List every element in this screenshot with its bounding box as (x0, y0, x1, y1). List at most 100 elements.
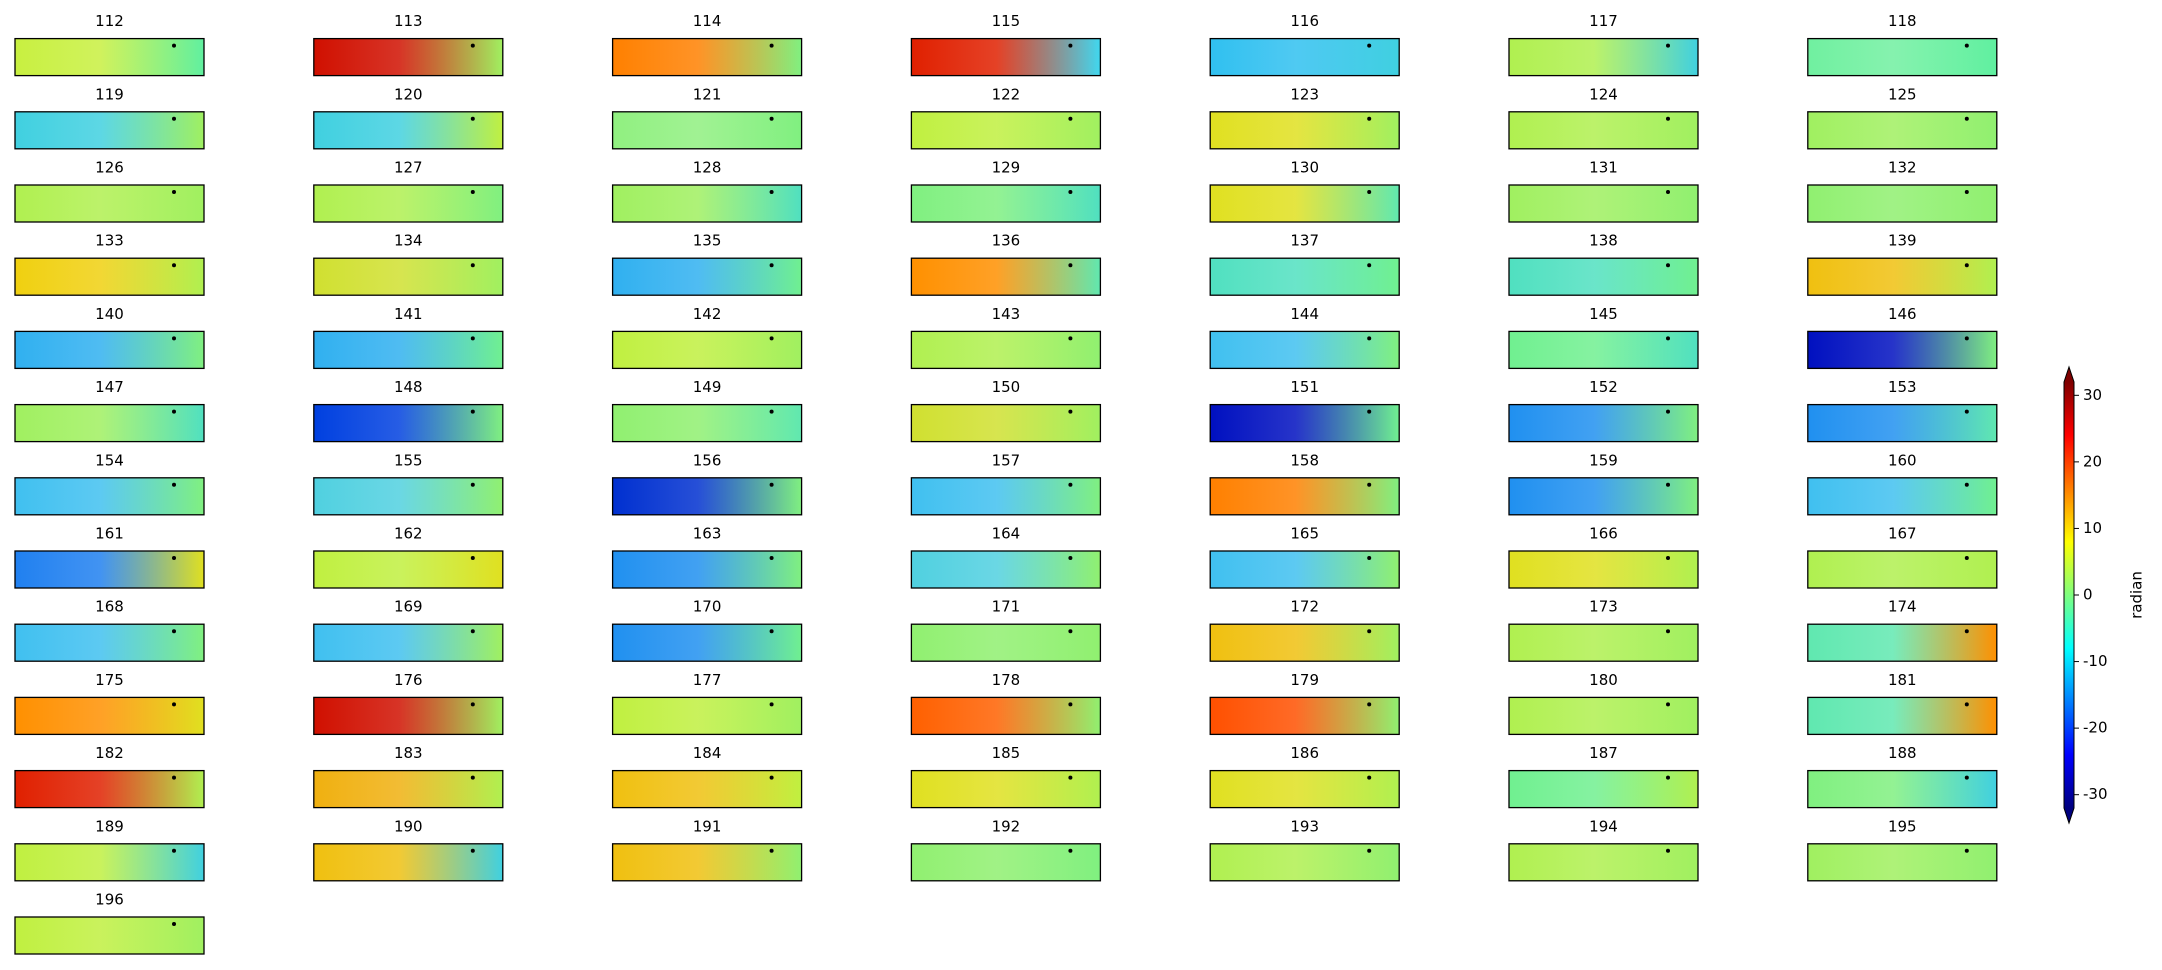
panel-image (1508, 403, 1699, 443)
reference-point (1068, 702, 1073, 707)
reference-point (769, 409, 774, 414)
panel-title: 179 (1290, 671, 1319, 689)
panel-image (1209, 550, 1400, 589)
reference-point (1964, 43, 1969, 48)
reference-point (1964, 482, 1969, 487)
panel-title: 112 (95, 12, 124, 30)
reference-point (769, 848, 774, 853)
reference-point (1068, 116, 1073, 121)
panel-title: 163 (693, 525, 722, 543)
panel-title: 121 (693, 85, 722, 103)
panel-image (910, 37, 1102, 77)
panel-image (1508, 769, 1699, 809)
colorbar-extend-top (2064, 367, 2074, 382)
panel-title: 164 (992, 525, 1021, 543)
colorbar-tick-label: -10 (2083, 652, 2108, 670)
reference-point (1964, 190, 1969, 194)
panel-image (1807, 696, 1998, 736)
panel-image (14, 696, 205, 736)
reference-point (769, 116, 774, 121)
reference-point (769, 775, 774, 780)
panel-title: 185 (992, 744, 1021, 762)
reference-point (172, 190, 176, 194)
panel-image (313, 623, 504, 662)
panel-image (910, 257, 1102, 296)
panel-title: 132 (1888, 159, 1917, 177)
panel-image (1807, 403, 1998, 443)
panel-image (1209, 403, 1400, 443)
panel-image (1508, 257, 1699, 296)
reference-point (470, 629, 475, 634)
panel-title: 129 (992, 159, 1021, 177)
panel-image (910, 111, 1102, 150)
colorbar-tick-label: 30 (2083, 386, 2102, 404)
panel-image (1209, 843, 1400, 882)
reference-point (1367, 336, 1372, 341)
colorbar-label: radian (2128, 571, 2146, 619)
panel-image (313, 37, 504, 77)
reference-point (1666, 482, 1670, 487)
reference-point (1367, 116, 1372, 121)
panel-image (1508, 477, 1699, 516)
panel-title: 141 (394, 305, 423, 323)
panel-title: 187 (1589, 744, 1618, 762)
colorbar-tick-label: -20 (2083, 719, 2108, 737)
panel-image (1209, 184, 1400, 223)
panel-title: 152 (1589, 378, 1618, 396)
panel-image (313, 769, 504, 809)
panel-image (14, 330, 205, 370)
reference-point (172, 409, 176, 414)
panel-image (1508, 330, 1699, 370)
panel-image (313, 403, 504, 443)
panel-title: 131 (1589, 159, 1618, 177)
panel-image (611, 843, 803, 882)
panel-image (1807, 184, 1998, 223)
reference-point (1666, 43, 1670, 48)
colorbar-extend-bottom (2064, 808, 2074, 823)
reference-point (769, 556, 774, 560)
panel-title: 195 (1888, 817, 1917, 835)
panel-title: 196 (95, 891, 124, 909)
panel-image (14, 843, 205, 882)
colorbar-tick-label: 10 (2083, 519, 2102, 537)
panel-title: 114 (693, 12, 722, 30)
panel-title: 146 (1888, 305, 1917, 323)
panel-image (910, 477, 1102, 516)
panel-image (910, 769, 1102, 809)
panel-title: 155 (394, 451, 423, 469)
reference-point (1367, 702, 1372, 707)
panel-title: 135 (693, 232, 722, 250)
panel-title: 194 (1589, 817, 1618, 835)
reference-point (470, 702, 475, 707)
reference-point (1964, 336, 1969, 341)
panel-image (1209, 37, 1400, 77)
panel-title: 175 (95, 671, 124, 689)
panel-image (1209, 257, 1400, 296)
reference-point (1666, 629, 1670, 634)
panel-image (1807, 330, 1998, 370)
panel-title: 191 (693, 817, 722, 835)
reference-point (1068, 43, 1073, 48)
panel-title: 154 (95, 451, 124, 469)
panel-title: 117 (1589, 12, 1618, 30)
panel-title: 139 (1888, 232, 1917, 250)
reference-point (470, 848, 475, 853)
reference-point (470, 336, 475, 341)
reference-point (1068, 629, 1073, 634)
reference-point (1068, 336, 1073, 341)
colorbar-tick-label: 20 (2083, 452, 2102, 470)
reference-point (1964, 556, 1969, 560)
reference-point (769, 190, 774, 194)
panel-image (14, 184, 205, 223)
colorbar (2064, 382, 2074, 808)
panel-image (313, 477, 504, 516)
reference-point (1367, 556, 1372, 560)
reference-point (1666, 116, 1670, 121)
reference-point (1367, 409, 1372, 414)
reference-point (1666, 336, 1670, 341)
reference-point (172, 336, 176, 341)
colorbar-outline (2063, 365, 2075, 825)
colorbar-tick-label: 0 (2083, 586, 2093, 604)
panel-image (14, 37, 205, 77)
